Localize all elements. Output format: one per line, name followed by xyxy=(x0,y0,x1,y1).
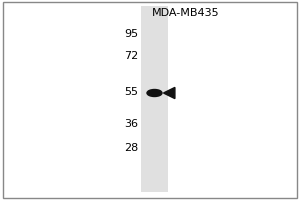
Text: 95: 95 xyxy=(124,29,138,39)
Text: 55: 55 xyxy=(124,87,138,97)
Text: 36: 36 xyxy=(124,119,138,129)
Bar xyxy=(141,6,168,192)
Polygon shape xyxy=(164,87,175,99)
Text: MDA-MB435: MDA-MB435 xyxy=(152,8,220,18)
Text: 72: 72 xyxy=(124,51,138,61)
Text: 28: 28 xyxy=(124,143,138,153)
Ellipse shape xyxy=(147,90,162,97)
